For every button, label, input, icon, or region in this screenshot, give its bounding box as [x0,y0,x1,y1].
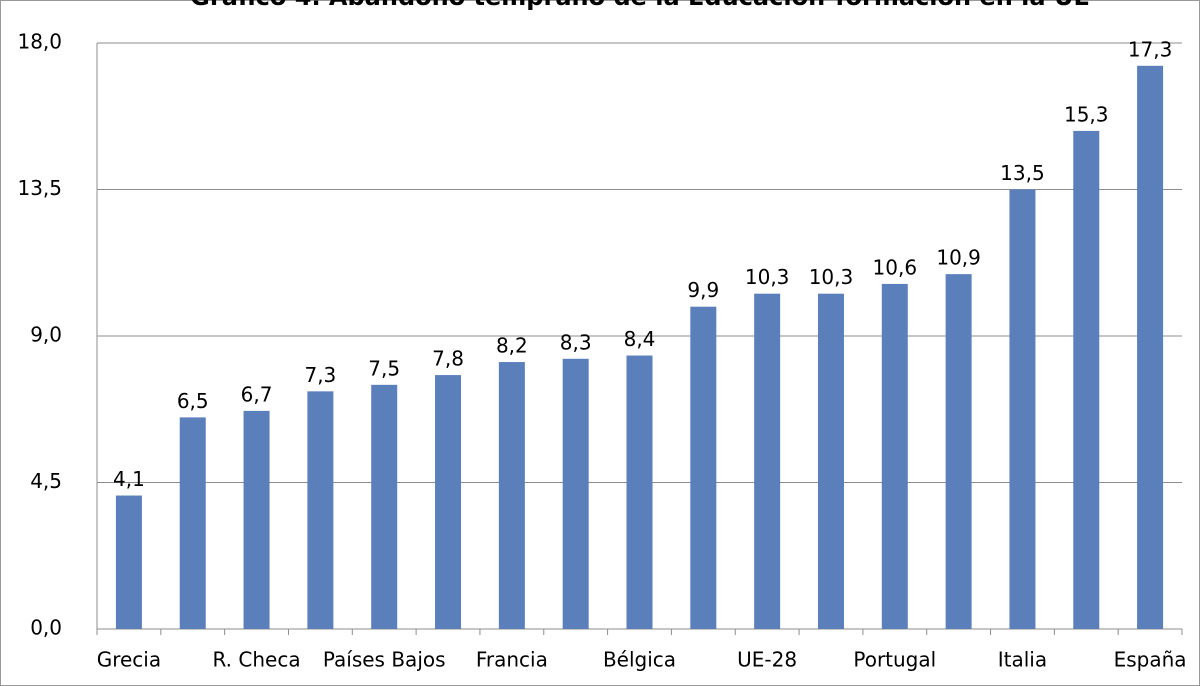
value-label: 7,3 [304,363,336,387]
value-label: 10,9 [936,246,981,270]
value-label: 9,9 [687,278,719,302]
x-tick-label: R. Checa [213,648,301,672]
bar [562,358,589,629]
x-tick-label: Francia [476,648,548,672]
y-tick-label: 9,0 [30,323,62,347]
bar [626,355,653,629]
x-tick-label: Países Bajos [323,648,446,672]
bar [1073,130,1100,629]
value-label: 8,2 [496,334,528,358]
bar [243,410,270,629]
bar [881,283,908,629]
x-tick-label: España [1114,648,1187,672]
x-tick-label: Bélgica [603,648,676,672]
bar [307,391,334,629]
y-tick-label: 13,5 [17,176,62,200]
bar [179,417,206,629]
chart-title: Gráfico 4. Abandono temprano de la Educa… [190,0,1090,11]
bar [690,306,717,629]
x-tick-label: Grecia [97,648,161,672]
value-label: 6,7 [241,382,273,406]
y-tick-label: 0,0 [30,616,62,640]
value-label: 8,4 [624,327,656,351]
x-tick-label: UE-28 [737,648,797,672]
bar [1009,189,1036,629]
bar [817,293,844,629]
y-tick-label: 4,5 [30,469,62,493]
bar [1137,65,1164,630]
value-label: 15,3 [1064,102,1109,126]
value-label: 10,6 [873,255,918,279]
bar [435,375,462,629]
value-label: 6,5 [177,389,209,413]
value-label: 10,3 [745,265,790,289]
bar [371,384,398,629]
bar [115,495,142,629]
bar [945,274,972,629]
y-tick-label: 18,0 [17,30,62,54]
value-label: 17,3 [1128,37,1173,61]
x-tick-label: Portugal [853,648,936,672]
value-label: 8,3 [560,330,592,354]
bar [754,293,781,629]
value-label: 4,1 [113,467,145,491]
value-label: 10,3 [809,265,854,289]
x-tick-label: Italia [998,648,1047,672]
value-label: 13,5 [1000,161,1045,185]
bar [498,362,525,629]
value-label: 7,5 [368,356,400,380]
value-label: 7,8 [432,347,464,371]
